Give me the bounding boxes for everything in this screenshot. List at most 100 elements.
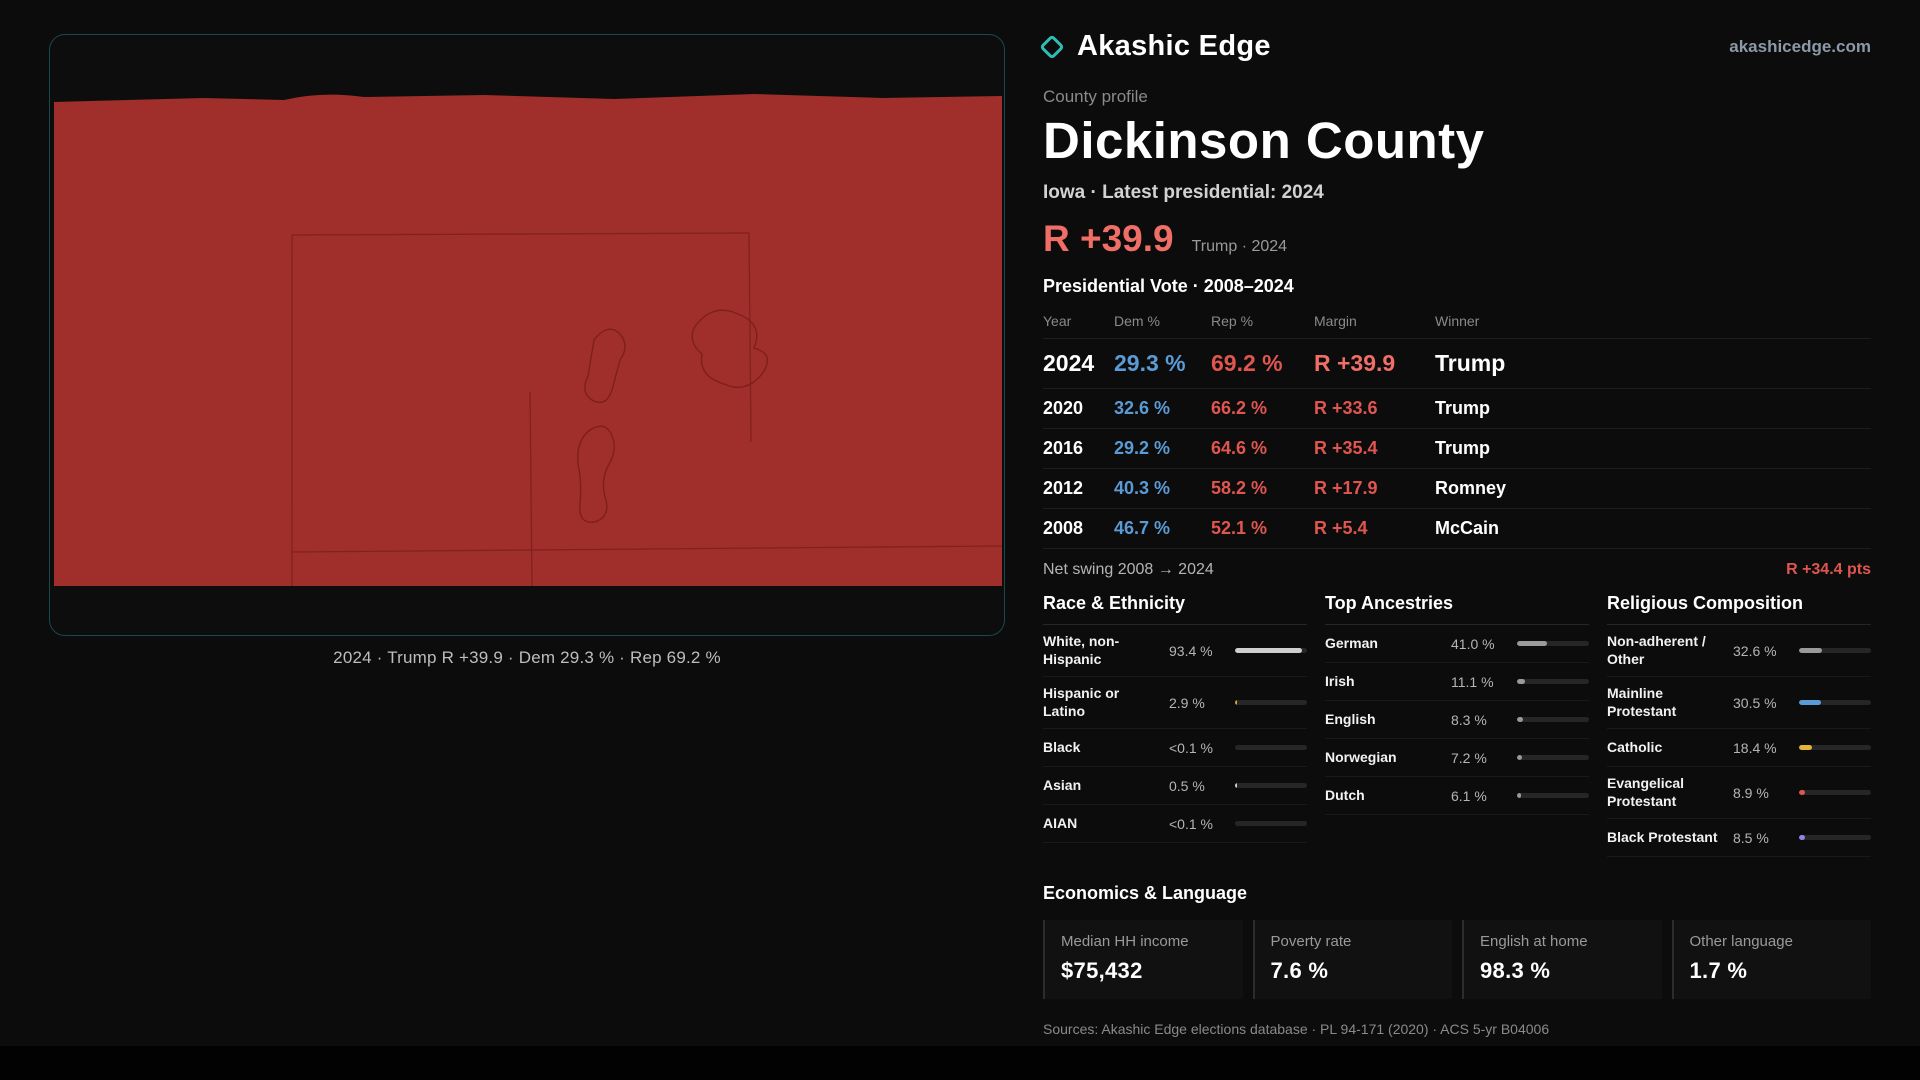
section-title: Religious Composition	[1607, 593, 1871, 625]
demo-row: Asian 0.5 %	[1043, 767, 1307, 805]
demo-bar-fill	[1799, 790, 1806, 795]
year-cell: 2016	[1043, 438, 1084, 458]
demo-bar-track	[1799, 790, 1871, 795]
demo-label: Norwegian	[1325, 748, 1397, 765]
demo-value: 32.6 %	[1733, 642, 1777, 659]
year-cell: 2012	[1043, 478, 1084, 498]
vote-table-row: 2024 29.3 % 69.2 % R +39.9 Trump	[1043, 339, 1871, 389]
year-cell: 2024	[1043, 350, 1095, 376]
demo-value: 41.0 %	[1451, 635, 1495, 652]
lake-outlines	[577, 309, 769, 523]
rep-cell: 69.2 %	[1211, 350, 1283, 376]
header-margin: Margin	[1314, 313, 1357, 329]
rep-cell: 52.1 %	[1211, 518, 1268, 538]
latest-margin-row: R +39.9 Trump · 2024	[1043, 218, 1871, 260]
demo-row: White, non-Hispanic 93.4 %	[1043, 625, 1307, 677]
brand: Akashic Edge	[1039, 30, 1271, 63]
demo-bar-track	[1235, 821, 1307, 826]
demo-bar-fill	[1517, 717, 1523, 722]
demo-bar-fill	[1517, 679, 1525, 684]
net-swing-value: R +34.4 pts	[1786, 561, 1871, 578]
stat-card: Other language 1.7 %	[1671, 920, 1871, 999]
winner-cell: Trump	[1435, 350, 1506, 376]
sources-note: Sources: Akashic Edge elections database…	[1043, 1021, 1550, 1037]
map-panel	[49, 34, 1005, 636]
demo-row: Mainline Protestant 30.5 %	[1607, 677, 1871, 729]
stat-label: Poverty rate	[1270, 933, 1352, 950]
stat-label: English at home	[1480, 933, 1588, 950]
dem-cell: 29.2 %	[1114, 438, 1171, 458]
demo-value: 93.4 %	[1169, 642, 1213, 659]
margin-cell: R +35.4	[1314, 438, 1378, 458]
net-swing-label: Net swing 2008 → 2024	[1043, 561, 1214, 578]
site-link[interactable]: akashicedge.com	[1729, 36, 1871, 56]
demo-bar-fill	[1799, 648, 1823, 653]
demo-value: 11.1 %	[1451, 673, 1494, 690]
demo-bar-fill	[1517, 793, 1522, 798]
demo-bar-fill	[1799, 700, 1821, 705]
diamond-logo-icon	[1039, 33, 1065, 60]
vote-table: Year Dem % Rep % Margin Winner 2024 29.3…	[1043, 307, 1871, 589]
demo-bar-track	[1235, 700, 1307, 705]
demo-label: Dutch	[1325, 786, 1365, 803]
demo-label: Hispanic or Latino	[1043, 685, 1120, 719]
vote-table-title: Presidential Vote · 2008–2024	[1043, 276, 1294, 296]
header-dem: Dem %	[1114, 313, 1160, 329]
demo-value: <0.1 %	[1169, 739, 1213, 756]
demo-bar-track	[1235, 648, 1307, 653]
demo-bar-track	[1799, 700, 1871, 705]
stat-value: $75,432	[1061, 958, 1143, 983]
stat-card: English at home 98.3 %	[1462, 920, 1662, 999]
county-profile-panel: Akashic Edge akashicedge.com County prof…	[1039, 30, 1871, 1059]
stat-card: Median HH income $75,432	[1043, 920, 1243, 999]
demo-bar-track	[1517, 641, 1589, 646]
ancestries-section: Top Ancestries German 41.0 % Irish 11.1 …	[1325, 593, 1589, 857]
winner-cell: McCain	[1435, 518, 1500, 538]
county-profile-kicker: County profile	[1043, 87, 1148, 106]
demographics: Race & Ethnicity White, non-Hispanic 93.…	[1043, 593, 1871, 857]
section-title: Top Ancestries	[1325, 593, 1589, 625]
demo-row: AIAN <0.1 %	[1043, 805, 1307, 843]
margin-cell: R +5.4	[1314, 518, 1368, 538]
demo-bar-fill	[1235, 783, 1238, 788]
vote-table-row: 2012 40.3 % 58.2 % R +17.9 Romney	[1043, 469, 1871, 509]
demo-bar-fill	[1235, 648, 1303, 653]
demo-row: Dutch 6.1 %	[1325, 777, 1589, 815]
economics-title: Economics & Language	[1043, 883, 1248, 903]
demo-bar-track	[1235, 783, 1307, 788]
demo-bar-fill	[1799, 745, 1813, 750]
demo-row: German 41.0 %	[1325, 625, 1589, 663]
demo-bar-track	[1799, 745, 1871, 750]
stat-label: Median HH income	[1061, 933, 1189, 950]
demo-bar-fill	[1799, 835, 1806, 840]
margin-cell: R +17.9	[1314, 478, 1378, 498]
county-subtitle: Iowa · Latest presidential: 2024	[1043, 182, 1324, 203]
stat-value: 98.3 %	[1480, 958, 1551, 983]
demo-value: 6.1 %	[1451, 787, 1487, 804]
stat-card: Poverty rate 7.6 %	[1252, 920, 1452, 999]
demo-label: English	[1325, 710, 1376, 727]
demo-bar-track	[1517, 793, 1589, 798]
demo-row: Norwegian 7.2 %	[1325, 739, 1589, 777]
header-year: Year	[1043, 313, 1072, 329]
latest-margin: R +39.9	[1043, 218, 1174, 259]
demo-row: Black Protestant 8.5 %	[1607, 819, 1871, 857]
vote-table-header: Year Dem % Rep % Margin Winner	[1043, 307, 1871, 339]
stat-value: 1.7 %	[1689, 958, 1748, 983]
header: Akashic Edge akashicedge.com	[1039, 30, 1871, 63]
demo-label: Non-adherent / Other	[1607, 633, 1706, 667]
demo-bar-track	[1517, 755, 1589, 760]
demo-bar-track	[1799, 835, 1871, 840]
net-swing-row: Net swing 2008 → 2024 R +34.4 pts	[1043, 549, 1871, 589]
header-rep: Rep %	[1211, 313, 1254, 329]
demo-value: <0.1 %	[1169, 815, 1213, 832]
demo-row: English 8.3 %	[1325, 701, 1589, 739]
demo-bar-fill	[1235, 700, 1238, 705]
vote-table-row: 2016 29.2 % 64.6 % R +35.4 Trump	[1043, 429, 1871, 469]
vote-table-row: 2008 46.7 % 52.1 % R +5.4 McCain	[1043, 509, 1871, 549]
demo-value: 8.5 %	[1733, 829, 1769, 846]
demo-label: Catholic	[1607, 738, 1663, 755]
rep-cell: 58.2 %	[1211, 478, 1268, 498]
margin-cell: R +33.6	[1314, 398, 1378, 418]
demo-label: Mainline Protestant	[1607, 685, 1677, 719]
